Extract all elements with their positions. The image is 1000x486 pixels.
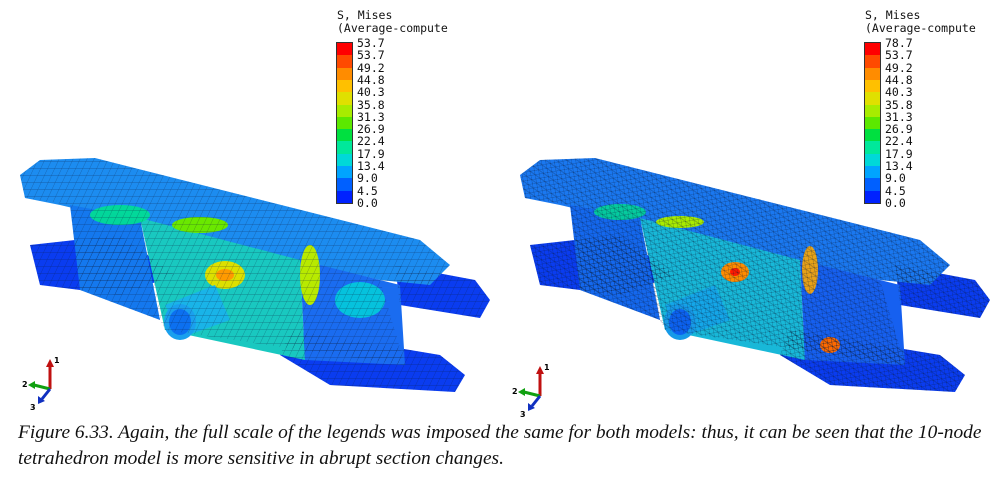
legend-swatch <box>865 79 880 93</box>
legend-swatch <box>865 153 880 167</box>
legend-swatch <box>337 141 352 155</box>
legend-swatch <box>337 153 352 167</box>
legend-swatch <box>337 55 352 69</box>
legend-tick-label: 0.0 <box>357 196 378 210</box>
legend-swatch <box>337 67 352 81</box>
axis-triad: 1 2 3 <box>22 356 60 412</box>
legend-swatch <box>865 55 880 69</box>
legend-swatch <box>865 104 880 118</box>
legend-tick-label: 53.7 <box>885 48 913 63</box>
legend-swatch <box>865 43 880 56</box>
legend-swatch <box>337 178 352 192</box>
legend-tick-label: 40.3 <box>357 85 385 100</box>
fe-model-hex-mesh <box>20 158 490 392</box>
legend-swatch <box>337 43 352 56</box>
legend-tick-label: 31.3 <box>357 109 385 124</box>
legend-tick-label: 53.7 <box>357 36 385 50</box>
legend-tick-label: 13.4 <box>357 159 385 174</box>
legend-tick-label: 53.7 <box>357 48 385 63</box>
legend-swatch <box>865 67 880 81</box>
figure-caption: Figure 6.33. Again, the full scale of th… <box>18 422 982 469</box>
axis-triad: 1 2 3 <box>512 363 550 419</box>
legend-tick-label: 44.8 <box>357 72 385 87</box>
legend-tick-label: 17.9 <box>357 146 385 161</box>
legend-tick-label: 22.4 <box>357 134 385 149</box>
legend-title-line1: S, Mises <box>865 8 921 22</box>
legend-tick-label: 26.9 <box>885 122 913 137</box>
legend-tick-label: 35.8 <box>885 97 913 112</box>
legend-swatch <box>865 141 880 155</box>
legend-title: S, Mises (Average-compute <box>337 9 448 35</box>
legend-swatch <box>337 79 352 93</box>
legend-tick-label: 0.0 <box>885 196 906 210</box>
legend-swatch <box>337 92 352 106</box>
bracket-body <box>20 158 490 392</box>
legend-tick-label: 78.7 <box>885 36 913 50</box>
legend-tick-label: 13.4 <box>885 159 913 174</box>
legend-color-bar <box>336 42 353 204</box>
legend-title-line2: (Average-compute <box>865 21 976 35</box>
legend-tick-label: 49.2 <box>357 60 385 75</box>
legend-tick-label: 40.3 <box>885 85 913 100</box>
legend-tick-label: 4.5 <box>357 183 378 198</box>
legend-tick-label: 9.0 <box>885 171 906 186</box>
legend-swatch <box>865 166 880 179</box>
legend-tick-label: 44.8 <box>885 72 913 87</box>
legend-tick-label: 9.0 <box>357 171 378 186</box>
legend-swatch <box>865 92 880 106</box>
legend-tick-label: 17.9 <box>885 146 913 161</box>
legend-swatch <box>865 116 880 130</box>
legend-swatch <box>865 190 880 204</box>
legend-tick-label: 31.3 <box>885 109 913 124</box>
axis-label-1: 1 <box>544 363 550 372</box>
axis-label-2: 2 <box>22 380 28 389</box>
legend-tick-label: 35.8 <box>357 97 385 112</box>
fe-model-tet-mesh <box>520 158 990 392</box>
left-panel: S, Mises (Average-compute 53.7 53.7 49.2 44… <box>0 0 500 412</box>
legend-swatch <box>865 178 880 192</box>
bracket-body <box>520 158 990 392</box>
axis-label-1: 1 <box>54 356 60 365</box>
legend-color-bar <box>864 42 881 204</box>
legend-swatch <box>865 129 880 142</box>
legend-swatch <box>337 104 352 118</box>
legend-swatch <box>337 190 352 204</box>
legend-tick-label: 4.5 <box>885 183 906 198</box>
legend-tick-label: 49.2 <box>885 60 913 75</box>
legend-title: S, Mises (Average-compute <box>865 9 976 35</box>
legend-tick-label: 22.4 <box>885 134 913 149</box>
axis-label-3: 3 <box>520 410 526 419</box>
legend-title-line2: (Average-compute <box>337 21 448 35</box>
legend-swatch <box>337 166 352 179</box>
legend-tick-label: 26.9 <box>357 122 385 137</box>
legend-title-line1: S, Mises <box>337 8 393 22</box>
axis-label-3: 3 <box>30 403 36 412</box>
legend-swatch <box>337 116 352 130</box>
legend-swatch <box>337 129 352 142</box>
axis-label-2: 2 <box>512 387 518 396</box>
right-panel: S, Mises (Average-compute 78.7 53.7 49.2 44… <box>500 0 1000 419</box>
